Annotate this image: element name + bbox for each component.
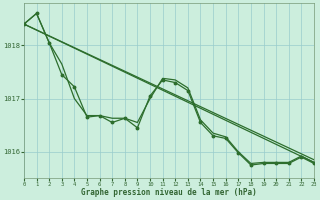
X-axis label: Graphe pression niveau de la mer (hPa): Graphe pression niveau de la mer (hPa) xyxy=(81,188,257,197)
